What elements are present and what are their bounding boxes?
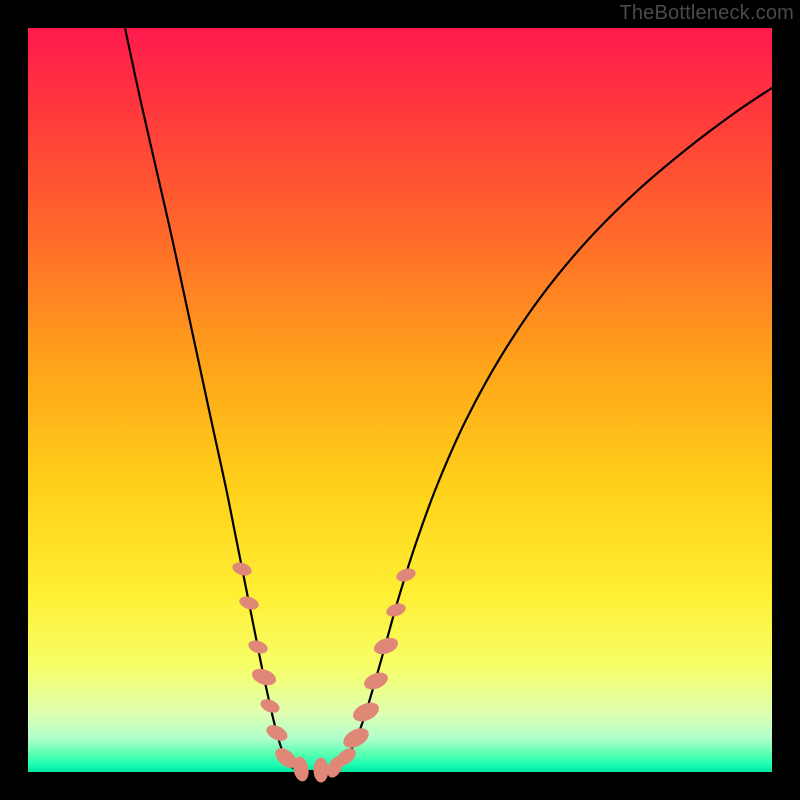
curve-bead: [372, 635, 401, 658]
watermark-text: TheBottleneck.com: [619, 2, 794, 25]
curve-bead: [258, 697, 281, 716]
curve-bead: [231, 560, 254, 578]
curve-bead: [247, 638, 270, 656]
curve-bead: [264, 722, 290, 744]
curve-bead: [340, 724, 372, 751]
curve-bead: [238, 594, 261, 612]
bottleneck-curve: [28, 28, 772, 772]
chart-canvas: TheBottleneck.com: [0, 0, 800, 800]
curve-bead: [385, 601, 408, 619]
curve-bead: [314, 758, 329, 783]
plot-area: [28, 28, 772, 772]
curve-bead: [362, 669, 391, 692]
curve-bead: [395, 566, 418, 584]
curve-bead: [350, 699, 382, 725]
curve-bead: [250, 666, 279, 689]
